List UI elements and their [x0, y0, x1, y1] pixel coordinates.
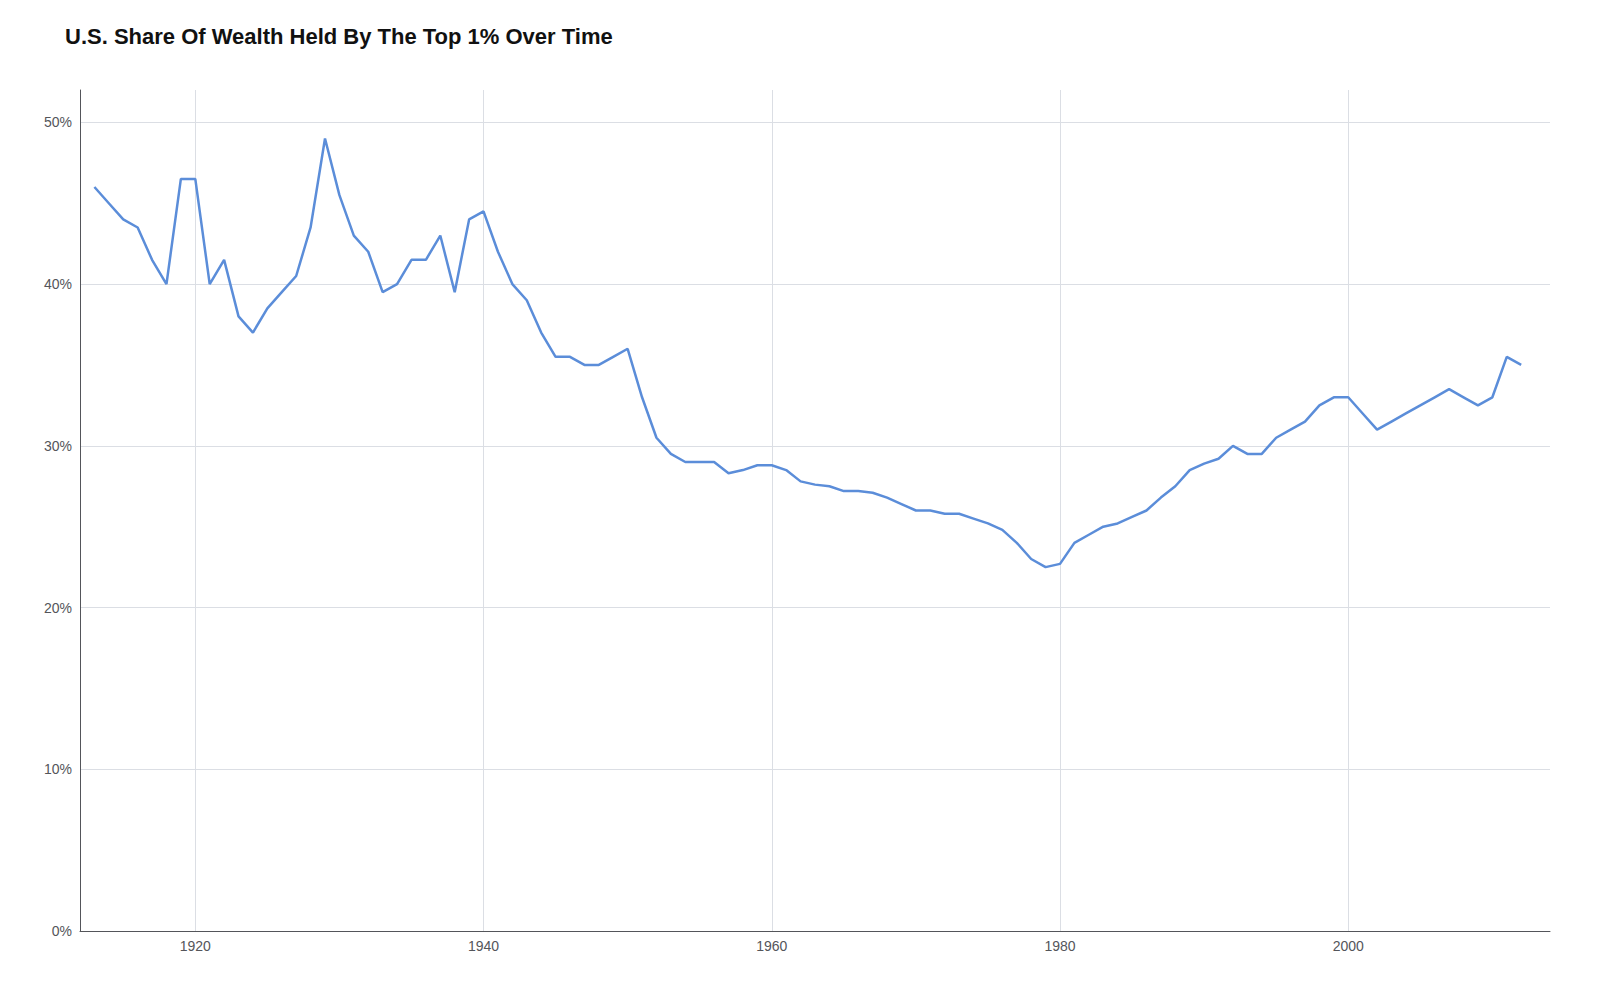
svg-text:20%: 20% [44, 600, 72, 616]
svg-text:0%: 0% [52, 923, 72, 939]
svg-text:1920: 1920 [180, 938, 211, 954]
svg-text:40%: 40% [44, 276, 72, 292]
svg-text:50%: 50% [44, 114, 72, 130]
svg-text:30%: 30% [44, 438, 72, 454]
svg-text:2000: 2000 [1333, 938, 1364, 954]
svg-text:1960: 1960 [756, 938, 787, 954]
svg-text:1980: 1980 [1044, 938, 1075, 954]
svg-text:U.S. Share Of Wealth Held By T: U.S. Share Of Wealth Held By The Top 1% … [65, 24, 613, 49]
svg-text:1940: 1940 [468, 938, 499, 954]
svg-text:10%: 10% [44, 761, 72, 777]
